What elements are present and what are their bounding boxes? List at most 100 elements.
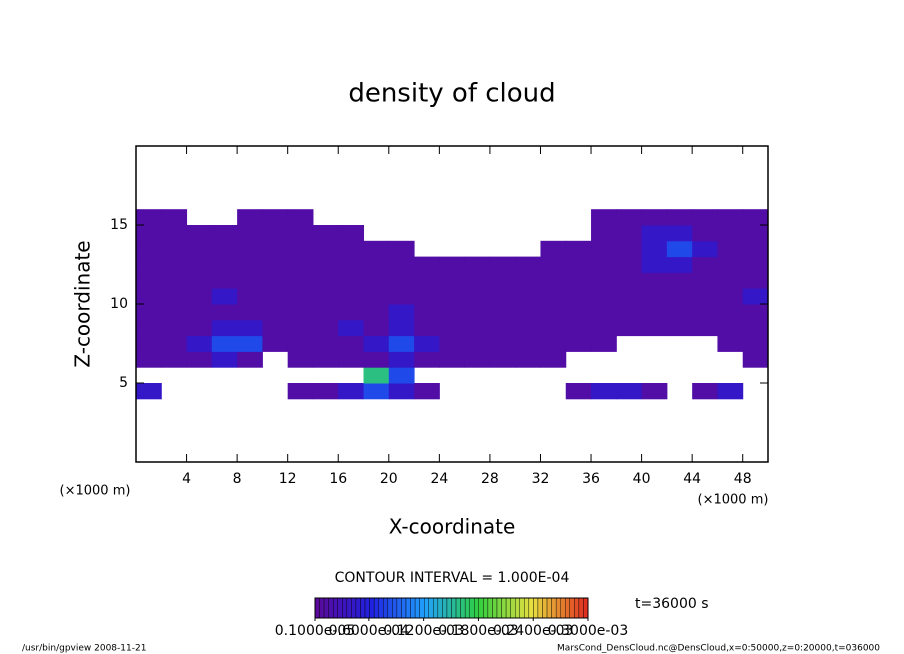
colorbar-stripe [474,597,480,619]
colorbar-stripe [446,597,452,619]
colorbar-stripe [478,597,484,619]
cell [237,319,263,337]
cell [666,319,693,337]
cell [616,272,643,289]
cell [136,240,162,258]
cell [540,272,567,289]
cell [742,209,769,226]
cell [717,319,744,337]
colorbar-stripe [428,597,434,619]
cell [338,272,365,289]
colorbar-stripe [323,597,329,619]
cell [136,225,162,242]
cell [565,304,592,321]
cell [616,256,643,273]
x-axis-label: X-coordinate [389,515,516,539]
cell [287,319,314,337]
cell [211,225,238,242]
colorbar-label: 0.6000e-04 [329,623,410,639]
x-tick-label: 28 [481,471,499,487]
colorbar-stripe [537,597,543,619]
cell [262,319,289,337]
cell [186,351,213,368]
colorbar-stripe [528,597,534,619]
cell [591,209,617,226]
cell [489,288,516,305]
cell [591,383,617,400]
cell [211,319,238,337]
cell [262,240,289,258]
cell [186,256,213,273]
cell [237,288,263,305]
cell [211,272,238,289]
x-tick-label: 40 [633,471,651,487]
cell [287,256,314,273]
cell [211,240,238,258]
colorbar-stripe [483,597,489,619]
cell [742,225,769,242]
cell [489,319,516,337]
cell [414,383,440,400]
cell [616,209,643,226]
cell [161,335,188,352]
colorbar-stripe [405,597,411,619]
cell [717,240,744,258]
cell [363,256,390,273]
cell [717,288,744,305]
cell [312,304,339,321]
cell [742,351,769,368]
cell [591,319,617,337]
cell [287,383,314,400]
cell [388,288,415,305]
colorbar-stripe [515,597,520,619]
cell [414,335,440,352]
cell [439,335,466,352]
cell [717,272,744,289]
cell [136,335,162,352]
colorbar-stripe [469,597,475,619]
colorbar-stripe [333,597,338,619]
colorbar-stripe [555,597,561,619]
cell [565,383,592,400]
colorbar-stripe [519,597,525,619]
colorbar-stripe [569,597,575,619]
cell [742,256,769,273]
cell [414,351,440,368]
cell [717,335,744,352]
colorbar-stripe [492,597,498,619]
colorbar-frame [314,597,589,619]
colorbar-stripe [387,597,393,619]
cell [262,304,289,321]
colorbar-stripe [378,597,384,619]
colorbar-stripe [496,597,502,619]
colorbar-stripe [419,597,425,619]
colorbar-stripe [369,597,375,619]
cell [287,288,314,305]
cell [666,240,693,258]
cell [161,225,188,242]
colorbar-stripe [414,597,420,619]
cell [363,272,390,289]
cell [161,272,188,289]
cell [692,304,718,321]
cell [161,304,188,321]
cell [312,272,339,289]
cell [388,367,415,384]
cell [312,319,339,337]
cell [262,335,289,352]
cell [338,256,365,273]
x-tick-label: 48 [734,471,752,487]
x-tick-label: 24 [430,471,448,487]
cell [211,256,238,273]
cell [161,240,188,258]
cell [565,256,592,273]
cell [692,272,718,289]
colorbar-stripe [373,597,379,619]
cell [515,304,541,321]
colorbar-stripe [583,597,589,619]
cell [489,335,516,352]
colorbar-stripe [437,597,443,619]
cell [540,335,567,352]
cell [363,367,390,384]
cell [717,383,744,400]
